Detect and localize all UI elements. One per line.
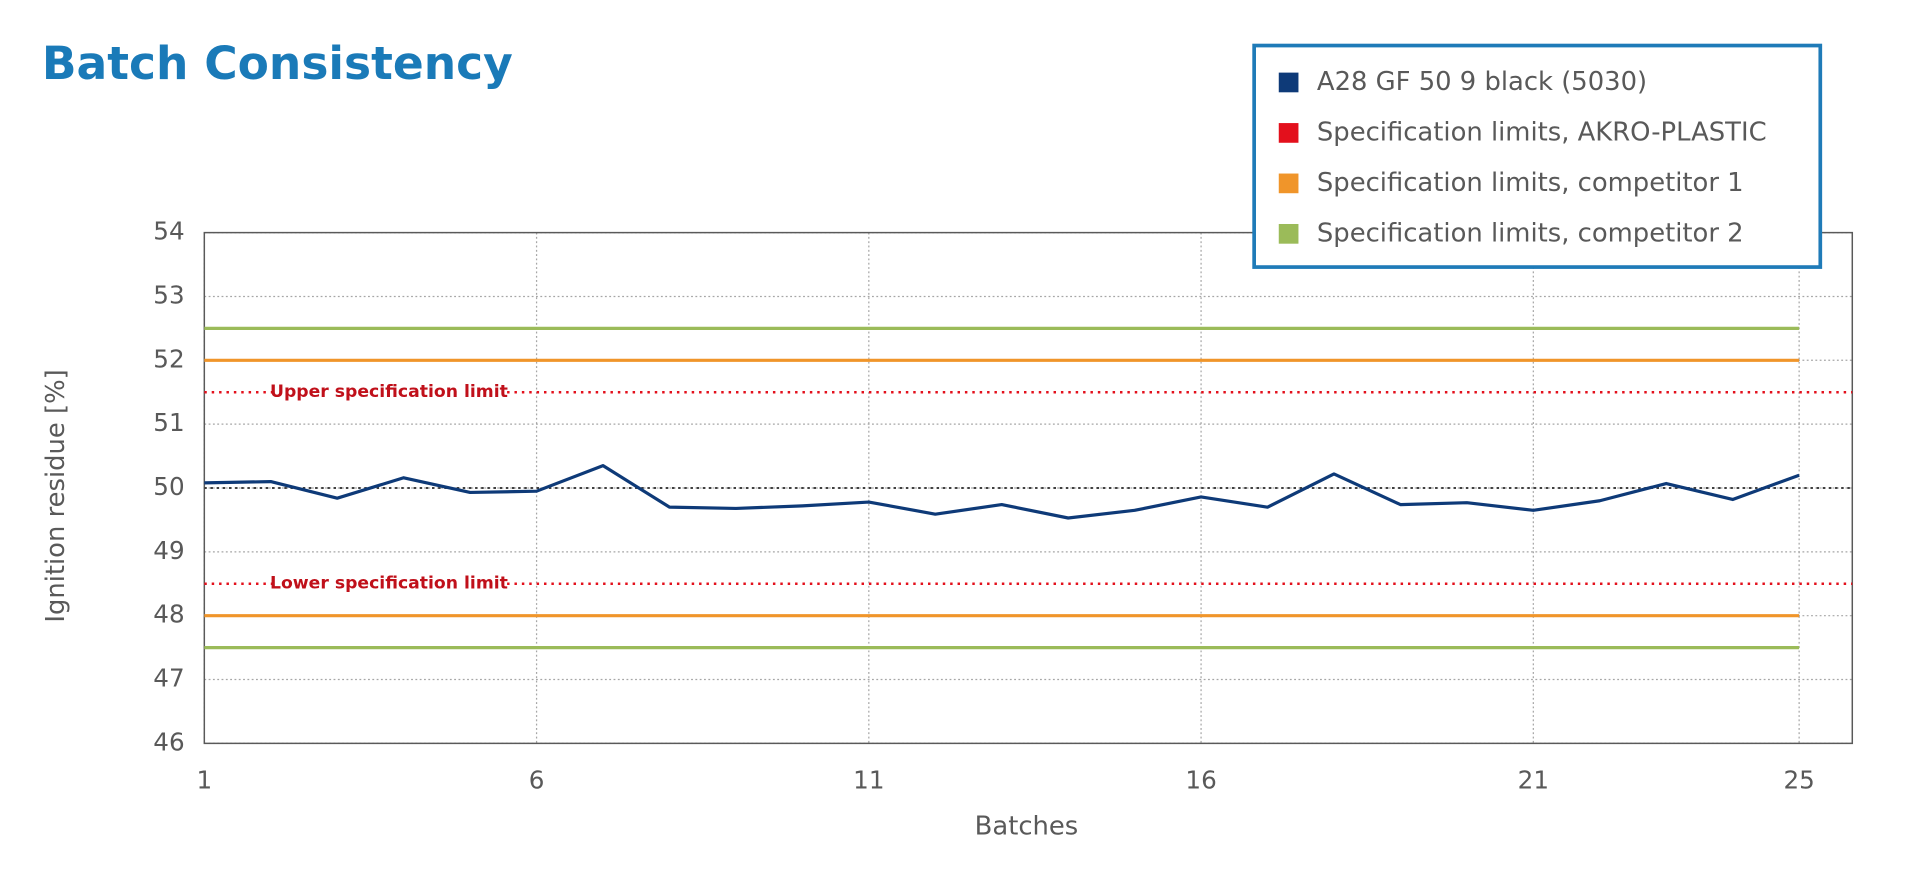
y-tick-label: 49 (153, 536, 184, 565)
x-tick-label: 1 (196, 766, 212, 795)
legend-label: Specification limits, competitor 1 (1317, 168, 1744, 198)
x-tick-label: 11 (853, 766, 884, 795)
legend-box (1252, 43, 1823, 269)
chart-title: Batch Consistency (42, 37, 513, 90)
y-tick-label: 51 (153, 408, 184, 437)
y-tick-label: 54 (153, 217, 184, 246)
annotation: Upper specification limit (270, 382, 508, 402)
y-tick-label: 50 (153, 472, 184, 501)
x-axis-label: Batches (975, 812, 1079, 842)
annotation: Lower specification limit (270, 574, 508, 594)
y-tick-label: 52 (153, 344, 184, 373)
legend-swatch (1278, 123, 1299, 143)
legend-swatch (1278, 223, 1299, 244)
y-tick-label: 53 (153, 280, 184, 309)
y-tick-label: 47 (153, 664, 184, 693)
legend-label: Specification limits, competitor 2 (1317, 218, 1744, 248)
y-tick-label: 46 (153, 727, 184, 756)
x-tick-label: 25 (1783, 766, 1814, 795)
x-tick-label: 6 (529, 766, 545, 795)
legend-label: Specification limits, AKRO-PLASTIC (1317, 117, 1767, 147)
annotation-bg (273, 571, 505, 597)
legend-swatch (1278, 173, 1299, 194)
legend-swatch (1278, 72, 1299, 93)
x-tick-label: 21 (1518, 766, 1549, 795)
y-tick-label: 48 (153, 600, 184, 629)
y-axis-label: Ignition residue [%] (41, 369, 71, 622)
x-tick-label: 16 (1185, 766, 1216, 795)
legend-label: A28 GF 50 9 black (5030) (1317, 67, 1647, 97)
data-line (204, 464, 1800, 520)
annotation-bg (273, 379, 505, 405)
